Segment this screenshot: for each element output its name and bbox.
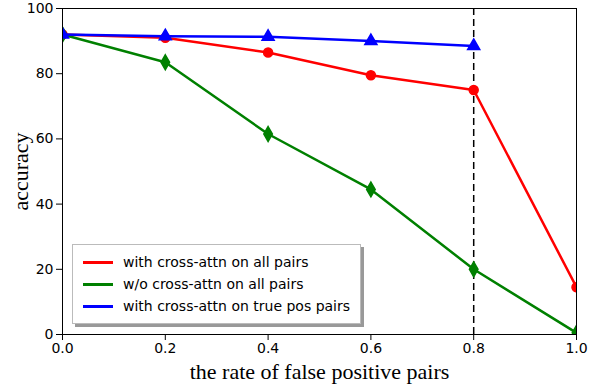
svg-text:0.6: 0.6 (360, 340, 382, 356)
svg-text:1.0: 1.0 (565, 340, 587, 356)
svg-text:0.4: 0.4 (257, 340, 279, 356)
svg-text:0.0: 0.0 (51, 340, 73, 356)
svg-text:accuracy: accuracy (8, 132, 33, 210)
svg-text:100: 100 (27, 0, 54, 16)
svg-text:0.2: 0.2 (154, 340, 176, 356)
html-text:with cross-attn on all pairs: with cross-attn on all pairs (123, 254, 309, 270)
svg-text:0.8: 0.8 (463, 340, 485, 356)
svg-text:80: 80 (36, 65, 54, 81)
html-text:w/o cross-attn on all pairs: w/o cross-attn on all pairs (123, 276, 304, 292)
svg-text:0: 0 (45, 326, 54, 342)
html-text:with cross-attn on true pos pa: with cross-attn on true pos pairs (123, 298, 351, 314)
svg-text:the rate of false positive pai: the rate of false positive pairs (190, 359, 450, 384)
svg-text:40: 40 (36, 196, 54, 212)
svg-text:60: 60 (36, 130, 54, 146)
svg-text:20: 20 (36, 261, 54, 277)
